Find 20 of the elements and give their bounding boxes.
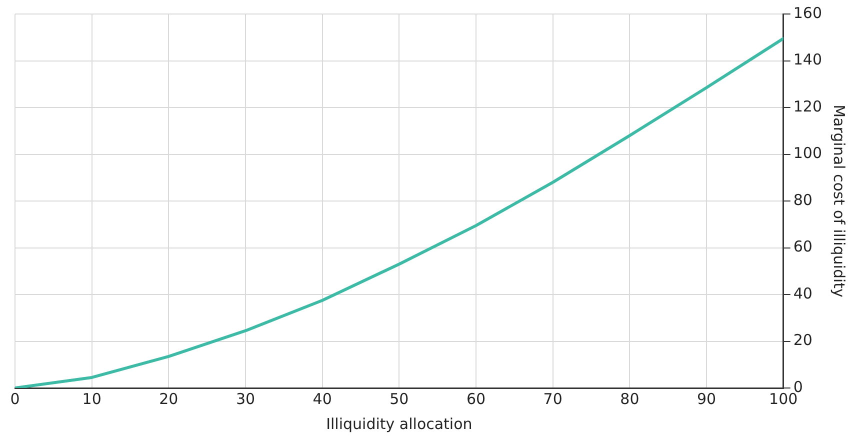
x-tick-label: 80 — [620, 390, 640, 408]
x-tick-label: 60 — [466, 390, 486, 408]
x-tick-label: 40 — [312, 390, 332, 408]
x-tick-label: 30 — [236, 390, 256, 408]
y-axis-title: Marginal cost of illiquidity — [830, 104, 848, 298]
y-tick-label: 160 — [793, 4, 822, 22]
y-tick-label: 100 — [793, 144, 822, 162]
x-axis-title: Illiquidity allocation — [326, 414, 472, 433]
y-tick-label: 60 — [793, 238, 812, 256]
y-tick-label: 40 — [793, 284, 812, 302]
x-tick-label: 50 — [390, 390, 409, 408]
y-tick-label: 80 — [793, 190, 812, 209]
x-tick-label: 0 — [10, 390, 20, 408]
x-tick-label: 10 — [82, 390, 102, 408]
y-tick-label: 120 — [793, 97, 822, 116]
x-tick-label: 70 — [543, 390, 562, 408]
x-tick-label: 90 — [696, 390, 716, 408]
x-tick-label: 20 — [159, 390, 178, 408]
y-tick-label: 20 — [793, 331, 812, 350]
y-tick-label: 140 — [793, 50, 822, 69]
